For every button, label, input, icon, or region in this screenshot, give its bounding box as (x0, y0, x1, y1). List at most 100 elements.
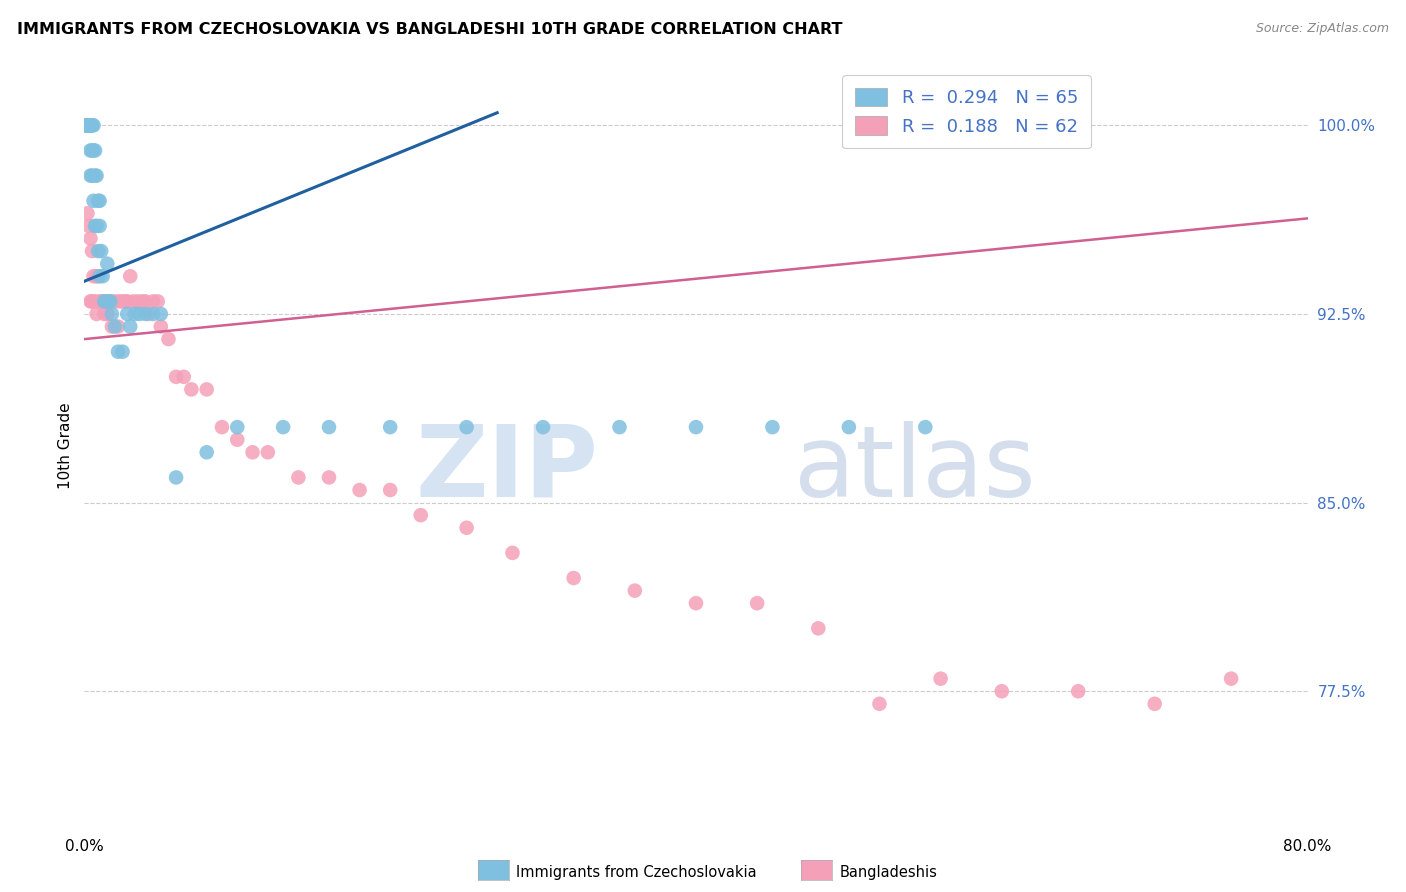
Point (98, 294, 121, 309)
Point (409, 508, 432, 523)
Point (80, 118, 103, 132)
Point (93, 307, 115, 321)
Point (77, 118, 100, 132)
Point (79, 144, 101, 158)
Legend: R =  0.294   N = 65, R =  0.188   N = 62: R = 0.294 N = 65, R = 0.188 N = 62 (842, 75, 1091, 148)
Point (80, 244, 103, 258)
Text: IMMIGRANTS FROM CZECHOSLOVAKIA VS BANGLADESHI 10TH GRADE CORRELATION CHART: IMMIGRANTS FROM CZECHOSLOVAKIA VS BANGLA… (17, 22, 842, 37)
Point (89, 194, 111, 208)
Point (86, 169, 108, 183)
Point (76, 118, 98, 132)
Point (257, 445, 280, 459)
Point (747, 596, 769, 610)
Point (131, 294, 153, 309)
Point (609, 420, 631, 434)
Point (142, 307, 165, 321)
Point (84, 169, 107, 183)
Point (101, 319, 124, 334)
Point (195, 383, 218, 397)
Point (135, 307, 157, 321)
Point (869, 697, 891, 711)
Point (76, 118, 98, 132)
Point (79, 294, 101, 309)
Point (84, 219, 107, 233)
Point (165, 470, 187, 484)
Point (318, 470, 340, 484)
Point (142, 294, 165, 309)
Point (807, 621, 830, 635)
Point (96, 257, 118, 271)
Point (108, 294, 131, 309)
Point (180, 383, 202, 397)
Point (83, 144, 105, 158)
Point (79, 118, 101, 132)
Point (96, 307, 118, 321)
Point (838, 420, 860, 434)
Point (122, 294, 145, 309)
Point (75, 118, 97, 132)
Point (94, 294, 117, 309)
Point (83, 194, 105, 208)
Point (685, 596, 707, 610)
Point (111, 344, 134, 359)
Point (77, 118, 100, 132)
Point (318, 420, 340, 434)
Point (456, 521, 478, 535)
Point (75, 118, 97, 132)
Point (77, 118, 100, 132)
Point (80, 169, 103, 183)
Point (115, 294, 138, 309)
Point (83, 118, 105, 132)
Point (502, 546, 524, 560)
Point (991, 684, 1014, 698)
Point (242, 445, 264, 459)
Text: ZIP: ZIP (415, 420, 598, 517)
Point (84, 294, 107, 309)
Point (90, 244, 112, 258)
Point (76, 206, 98, 220)
Y-axis label: 10th Grade: 10th Grade (58, 402, 73, 490)
Point (173, 369, 195, 384)
Point (79, 169, 101, 183)
Point (75, 118, 97, 132)
Point (104, 294, 127, 309)
Point (84, 144, 107, 158)
Point (77, 118, 100, 132)
Point (271, 420, 294, 434)
Point (107, 319, 129, 334)
Point (149, 319, 172, 334)
Point (80, 144, 103, 158)
Point (761, 420, 783, 434)
Point (120, 269, 142, 284)
Point (149, 307, 172, 321)
Point (89, 294, 111, 309)
Text: Immigrants from Czechoslovakia: Immigrants from Czechoslovakia (516, 865, 756, 880)
Point (562, 571, 585, 585)
Point (1067, 684, 1090, 698)
Point (89, 219, 111, 233)
Point (97, 294, 120, 309)
Point (211, 420, 233, 434)
Point (86, 307, 108, 321)
Point (146, 294, 169, 309)
Text: Source: ZipAtlas.com: Source: ZipAtlas.com (1256, 22, 1389, 36)
Point (127, 294, 149, 309)
Point (1220, 672, 1243, 686)
Point (107, 344, 129, 359)
Point (83, 269, 105, 284)
Point (76, 118, 98, 132)
Point (114, 294, 136, 309)
Point (101, 307, 124, 321)
Point (115, 307, 138, 321)
Point (98, 294, 121, 309)
Point (226, 420, 249, 434)
Point (531, 420, 554, 434)
Point (1143, 697, 1166, 711)
Point (380, 483, 402, 497)
Point (80, 294, 103, 309)
Point (929, 672, 952, 686)
Point (80, 118, 103, 132)
Point (120, 319, 142, 334)
Point (93, 294, 115, 309)
Point (135, 294, 157, 309)
